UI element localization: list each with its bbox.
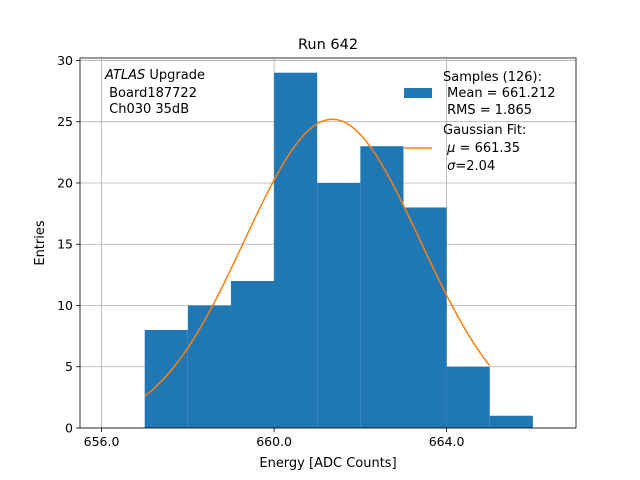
legend-fit-mu: μ = 661.35 [443,141,520,156]
legend-samples-swatch [404,88,432,98]
annotation-upgrade: Upgrade [145,68,205,83]
y-tick-label: 30 [57,53,73,68]
histogram-bar [144,329,188,428]
atlas-annotation: ATLAS Upgrade Board187722 Ch030 35dB [104,68,205,117]
y-axis-ticks: 0 5 10 15 20 25 30 [57,53,80,436]
histogram-bar [230,280,275,428]
legend-sigma-symbol: σ [447,159,456,174]
legend-sigma-value: =2.04 [455,159,495,174]
gaussian-fit-curve [144,118,491,397]
x-tick-label: 660.0 [256,434,292,449]
legend-samples-mean: Mean = 661.212 [443,86,555,101]
histogram-bar [489,415,533,428]
y-axis-label: Entries [33,220,48,266]
histogram-bar [446,366,490,428]
y-tick-label: 20 [57,175,73,190]
legend-samples-rms: RMS = 1.865 [443,103,532,118]
legend-mu-symbol: μ [446,141,455,156]
annotation-atlas: ATLAS [104,68,145,83]
annotation-line-1: ATLAS Upgrade [104,68,205,83]
x-tick-label: 664.0 [429,434,465,449]
axes-frame [79,57,577,429]
x-tick-label: 656.0 [84,434,120,449]
y-tick-label: 15 [57,237,73,252]
legend: Samples (126): Mean = 661.212 RMS = 1.86… [404,70,555,174]
chart-title: Run 642 [298,37,358,53]
histogram-bar [360,146,404,428]
histogram-bar [403,207,447,428]
histogram-bar [274,72,318,428]
legend-fit-sigma: σ=2.04 [443,159,495,174]
y-tick-label: 10 [57,298,73,313]
legend-samples-title: Samples (126): [443,70,542,85]
histogram-bars [144,72,533,428]
x-axis-label: Energy [ADC Counts] [259,456,396,471]
annotation-board: Board187722 [105,86,197,101]
histogram-bar [187,305,231,428]
y-tick-label: 0 [65,421,73,436]
legend-fit-title: Gaussian Fit: [443,123,526,138]
x-axis-ticks: 656.0 660.0 664.0 [84,428,465,449]
legend-mu-value: = 661.35 [455,141,520,156]
y-tick-label: 5 [65,359,73,374]
histogram-bar [317,182,361,428]
y-tick-label: 25 [57,114,73,129]
annotation-channel: Ch030 35dB [105,102,189,117]
